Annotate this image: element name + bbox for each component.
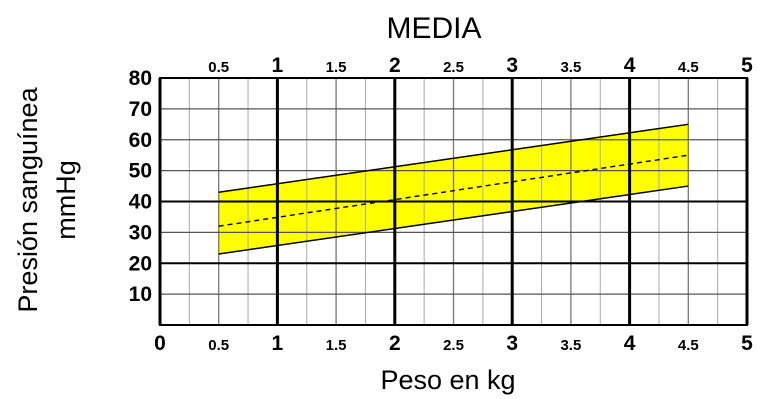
x-tick-label-top: 3.5	[560, 59, 581, 76]
y-tick-label: 20	[129, 252, 152, 275]
x-tick-label-top: 4.5	[678, 59, 699, 76]
x-tick-label: 4	[624, 332, 636, 355]
x-tick-label-top: 0.5	[208, 59, 229, 76]
x-tick-label: 4.5	[678, 337, 699, 354]
y-axis-label-group: Presión sanguínea	[13, 86, 43, 312]
chart-title: MEDIA	[386, 12, 481, 45]
y-axis-label-line2: mmHg	[51, 160, 81, 240]
y-tick-label: 40	[129, 191, 152, 214]
y-axis-label-line1: Presión sanguínea	[13, 86, 43, 312]
plot-frame	[159, 77, 748, 326]
x-tick-label-top: 1	[272, 54, 284, 77]
x-tick-label: 3.5	[560, 337, 581, 354]
x-tick-label: 0	[154, 332, 166, 355]
y-tick-label: 50	[129, 160, 152, 183]
y-tick-label: 70	[129, 98, 152, 121]
series-line-mean	[218, 154, 689, 227]
band-lower-edge	[218, 185, 689, 255]
x-tick-label: 5	[741, 332, 753, 355]
x-tick-label: 0.5	[208, 337, 229, 354]
plot-area	[158, 77, 749, 326]
y-tick-label: 60	[129, 129, 152, 152]
x-tick-label: 1.5	[326, 337, 347, 354]
x-tick-label: 1	[272, 332, 284, 355]
y-axis-label-group-2: mmHg	[51, 160, 81, 240]
x-tick-label-top: 2.5	[443, 59, 464, 76]
x-axis-label: Peso en kg	[380, 365, 515, 395]
y-tick-label: 80	[129, 67, 152, 90]
x-tick-label-top: 2	[389, 54, 401, 77]
x-tick-label-top: 4	[624, 54, 636, 77]
x-tick-label: 3	[506, 332, 518, 355]
x-tick-label-top: 1.5	[326, 59, 347, 76]
x-tick-label-top: 5	[741, 54, 753, 77]
y-tick-label: 30	[129, 221, 152, 244]
y-tick-label: 10	[129, 283, 152, 306]
band-upper-edge	[218, 123, 689, 193]
x-tick-label: 2	[389, 332, 401, 355]
x-tick-label-top: 3	[506, 54, 518, 77]
axis-ticks: 10 20 30 40 50 60 70 80 0 0.5 1 1.5 2 2.5 3 3.5 4 4.5 5 0.5…	[129, 54, 754, 355]
x-tick-label: 2.5	[443, 337, 464, 354]
